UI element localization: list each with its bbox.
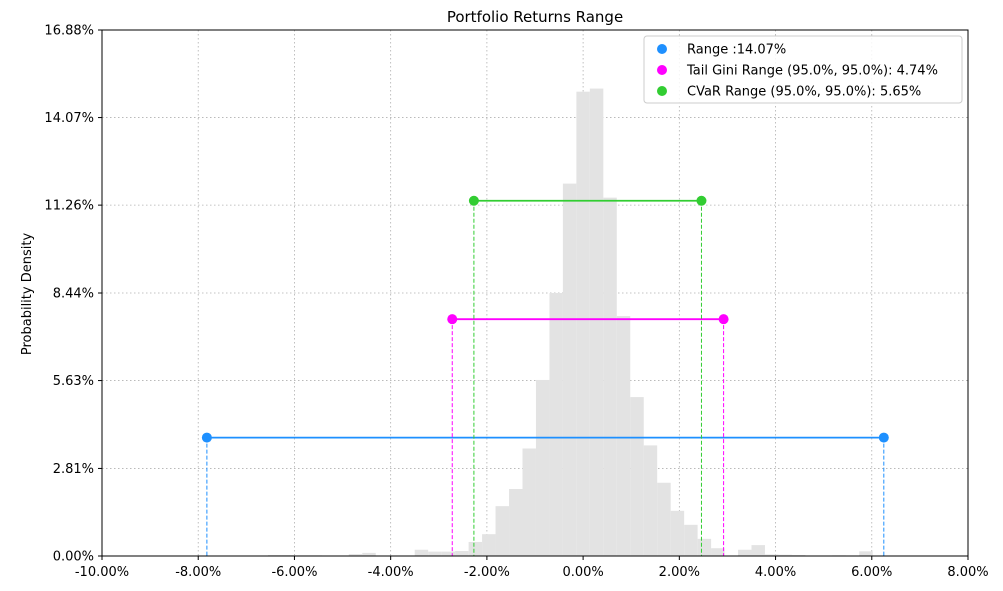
legend-label: Tail Gini Range (95.0%, 95.0%): 4.74%	[686, 64, 938, 79]
y-tick-label: 2.81%	[53, 462, 94, 477]
histogram-bar	[657, 482, 671, 556]
histogram-bar	[468, 541, 483, 556]
y-tick-label: 8.44%	[53, 287, 94, 302]
x-tick-label: -10.00%	[75, 565, 129, 580]
legend-marker	[657, 86, 667, 96]
histogram-bar	[603, 197, 617, 557]
y-tick-label: 5.63%	[53, 374, 94, 389]
histogram-bar	[362, 552, 376, 556]
range-point-low	[468, 195, 479, 206]
x-tick-label: -8.00%	[175, 565, 221, 580]
histogram-bar	[441, 551, 456, 556]
histogram-bar	[535, 379, 550, 556]
y-tick-label: 14.07%	[44, 111, 94, 126]
legend-box	[643, 35, 963, 104]
histogram-bar	[751, 545, 765, 556]
histogram-bar	[414, 549, 429, 556]
histogram-bar	[859, 551, 873, 556]
axis-ticks: -10.00% -8.00% -6.00% -4.00% -2.00% 0.00% 2.00…	[44, 24, 988, 581]
histogram-bar	[562, 183, 577, 557]
legend-label: CVaR Range (95.0%, 95.0%): 5.65%	[687, 85, 921, 100]
histogram-bar	[428, 551, 442, 556]
histogram-bar	[509, 489, 523, 556]
histogram-bar	[616, 316, 631, 556]
histogram-bar	[643, 445, 658, 556]
histogram-bar	[522, 448, 536, 556]
legend-marker	[657, 65, 667, 75]
range-point-low	[447, 314, 458, 325]
x-tick-label: 0.00%	[562, 565, 603, 580]
histogram-bar	[348, 554, 363, 556]
x-tick-label: 8.00%	[947, 565, 988, 580]
x-tick-label: -6.00%	[271, 565, 317, 580]
range-point-high	[696, 195, 707, 206]
x-tick-label: -4.00%	[368, 565, 414, 580]
legend-label: Range :14.07%	[687, 43, 786, 58]
range-point-high	[718, 314, 729, 325]
range-point-high	[878, 432, 889, 443]
range-point-low	[201, 432, 212, 443]
histogram-bar	[778, 554, 792, 556]
y-tick-label: 11.26%	[44, 199, 94, 214]
y-tick-label: 16.88%	[44, 24, 94, 39]
legend: Range :14.07% Tail Gini Range (95.0%, 95.…	[643, 35, 963, 104]
histogram-bar	[495, 506, 510, 556]
histogram-bar	[764, 554, 779, 556]
histogram-bars	[267, 88, 873, 557]
histogram-bar	[684, 524, 698, 556]
histogram-bar	[576, 91, 590, 557]
y-tick-label: 0.00%	[53, 550, 94, 565]
x-tick-label: -2.00%	[464, 565, 510, 580]
histogram-bar	[455, 551, 469, 556]
x-tick-label: 6.00%	[851, 565, 892, 580]
histogram-bar	[482, 534, 496, 556]
range-markers	[201, 195, 889, 556]
histogram-bar	[738, 549, 752, 556]
legend-marker	[657, 44, 667, 54]
histogram-bar	[670, 510, 685, 556]
histogram-bar	[630, 397, 644, 556]
x-tick-label: 4.00%	[755, 565, 796, 580]
histogram-bar	[549, 293, 563, 556]
histogram-bar	[697, 538, 712, 556]
histogram-bar	[711, 548, 725, 556]
x-tick-label: 2.00%	[659, 565, 700, 580]
histogram-bar	[589, 88, 604, 556]
chart-title: Portfolio Returns Range	[447, 8, 623, 26]
y-axis-title: Probability Density	[20, 233, 35, 356]
